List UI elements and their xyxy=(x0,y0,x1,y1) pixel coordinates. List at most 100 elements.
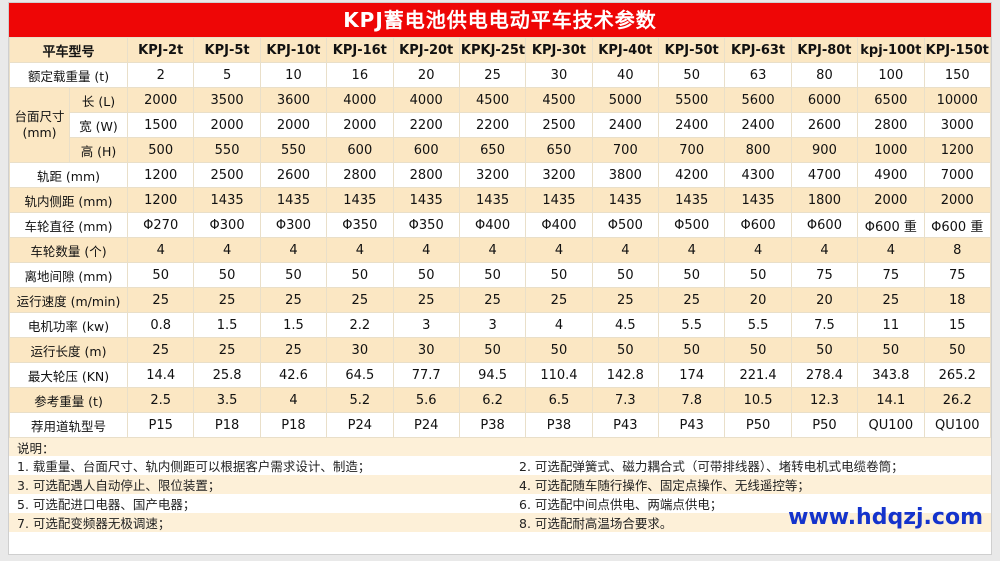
spec-cell: 3600 xyxy=(259,87,328,113)
row-label: 最大轮压 (KN) xyxy=(9,362,129,388)
notes-heading-row: 说明： xyxy=(9,438,991,456)
spec-cell: 50 xyxy=(127,262,195,288)
table-header-row: 平车型号 KPJ-2t KPJ-5t KPJ-10t KPJ-16t KPJ-20t KPK… xyxy=(9,37,991,63)
spec-cell: 50 xyxy=(525,262,593,288)
table-row: 额定载重量 (t) 2 5 10 16 20 25 30 40 50 63 80 100 150 xyxy=(9,62,991,88)
spec-cell: 550 xyxy=(193,137,261,163)
row-group-label: 台面尺寸 (mm) xyxy=(9,87,70,163)
spec-cell: 20 xyxy=(790,287,859,313)
spec-cell: 4 xyxy=(259,387,328,413)
spec-cell: P50 xyxy=(790,412,859,438)
spec-cell: 2000 xyxy=(857,187,925,213)
spec-table: 平车型号 KPJ-2t KPJ-5t KPJ-10t KPJ-16t KPJ-20t KPK… xyxy=(9,37,991,438)
spec-cell: 4000 xyxy=(392,87,460,113)
notes-row: 7. 可选配变频器无极调速； 8. 可选配耐高温场合要求。 xyxy=(9,513,991,532)
spec-cell: 12.3 xyxy=(790,387,859,413)
spec-cell: 2800 xyxy=(392,162,460,188)
spec-cell: 6500 xyxy=(857,87,925,113)
spec-cell: 1.5 xyxy=(259,312,328,338)
spec-cell: 4 xyxy=(326,237,394,263)
spec-cell: 4900 xyxy=(857,162,925,188)
spec-cell: 265.2 xyxy=(923,362,991,388)
spec-cell: 75 xyxy=(790,262,859,288)
spec-cell: 1800 xyxy=(790,187,859,213)
spec-cell: 1435 xyxy=(458,187,527,213)
spec-cell: 50 xyxy=(591,262,660,288)
spec-cell: P24 xyxy=(392,412,460,438)
table-row: 离地间隙 (mm) 50 50 50 50 50 50 50 50 50 50 75 75 75 xyxy=(9,262,991,288)
spec-cell: 25 xyxy=(857,287,925,313)
spec-cell: 80 xyxy=(790,62,859,88)
spec-cell: 1200 xyxy=(127,187,195,213)
spec-cell: 4 xyxy=(458,237,527,263)
spec-cell: 4 xyxy=(724,237,792,263)
spec-cell: 550 xyxy=(259,137,328,163)
spec-cell: 4 xyxy=(525,312,593,338)
model-header: KPJ-2t xyxy=(127,37,195,63)
table-row: 荐用道轨型号 P15 P18 P18 P24 P24 P38 P38 P43 P43 P50 P50 Q… xyxy=(9,412,991,438)
note-item-6: 6. 可选配中间点供电、两端点供电； xyxy=(519,497,723,512)
spec-cell: 11 xyxy=(857,312,925,338)
spec-cell: 2000 xyxy=(127,87,195,113)
spec-cell: 20 xyxy=(392,62,460,88)
website-link[interactable]: www.hdqzj.com xyxy=(788,505,983,530)
spec-cell: QU100 xyxy=(857,412,925,438)
row-label: 荐用道轨型号 xyxy=(9,412,129,438)
spec-cell: 5.5 xyxy=(658,312,726,338)
spec-cell: 4.5 xyxy=(591,312,660,338)
spec-cell: P38 xyxy=(525,412,593,438)
table-row: 最大轮压 (KN) 14.4 25.8 42.6 64.5 77.7 94.5 110.4 14… xyxy=(9,362,991,388)
spec-cell: 6.2 xyxy=(458,387,527,413)
spec-cell: 2000 xyxy=(259,112,328,138)
table-corner-label: 平车型号 xyxy=(9,37,129,63)
row-label: 额定载重量 (t) xyxy=(9,62,129,88)
spec-cell: 25 xyxy=(658,287,726,313)
spec-cell: 7000 xyxy=(923,162,991,188)
spec-cell: Φ600 重 xyxy=(923,212,991,238)
spec-cell: 4 xyxy=(392,237,460,263)
spec-cell: 25 xyxy=(591,287,660,313)
spec-cell: 25 xyxy=(392,287,460,313)
spec-cell: 5600 xyxy=(724,87,792,113)
row-label: 离地间隙 (mm) xyxy=(9,262,129,288)
model-header: KPJ-30t xyxy=(525,37,593,63)
spec-cell: 14.1 xyxy=(857,387,925,413)
spec-cell: 1000 xyxy=(857,137,925,163)
spec-cell: 4 xyxy=(127,237,195,263)
spec-cell: 650 xyxy=(525,137,593,163)
row-label: 轨距 (mm) xyxy=(9,162,129,188)
note-item-1: 1. 载重量、台面尺寸、轨内侧距可以根据客户需求设计、制造； xyxy=(17,459,371,474)
spec-cell: 3200 xyxy=(525,162,593,188)
spec-cell: 30 xyxy=(326,337,394,363)
spec-cell: 2000 xyxy=(193,112,261,138)
notes-row: 5. 可选配进口电器、国产电器； 6. 可选配中间点供电、两端点供电； xyxy=(9,494,991,513)
spec-cell: P43 xyxy=(591,412,660,438)
spec-cell: 25 xyxy=(525,287,593,313)
note-item-5: 5. 可选配进口电器、国产电器； xyxy=(17,497,196,512)
spec-cell: 10 xyxy=(259,62,328,88)
table-row: 参考重量 (t) 2.5 3.5 4 5.2 5.6 6.2 6.5 7.3 7.8 10.5 12.… xyxy=(9,387,991,413)
spec-cell: Φ500 xyxy=(591,212,660,238)
spec-cell: 50 xyxy=(193,262,261,288)
spec-cell: 40 xyxy=(591,62,660,88)
spec-cell: 4700 xyxy=(790,162,859,188)
note-item-7: 7. 可选配变频器无极调速； xyxy=(17,516,171,531)
spec-cell: 2000 xyxy=(923,187,991,213)
spec-cell: 5.5 xyxy=(724,312,792,338)
spec-cell: 600 xyxy=(326,137,394,163)
spec-cell: 174 xyxy=(658,362,726,388)
spec-cell: 2000 xyxy=(326,112,394,138)
spec-cell: 50 xyxy=(591,337,660,363)
note-item-3: 3. 可选配遇人自动停止、限位装置； xyxy=(17,478,221,493)
spec-cell: 50 xyxy=(458,337,527,363)
spec-cell: P38 xyxy=(458,412,527,438)
spec-cell: 2500 xyxy=(193,162,261,188)
spec-cell: Φ600 xyxy=(724,212,792,238)
spec-cell: 4 xyxy=(259,237,328,263)
spec-cell: 150 xyxy=(923,62,991,88)
spec-cell: Φ500 xyxy=(658,212,726,238)
spec-cell: 0.8 xyxy=(127,312,195,338)
spec-cell: 64.5 xyxy=(326,362,394,388)
spec-cell: 5500 xyxy=(658,87,726,113)
spec-cell: 650 xyxy=(458,137,527,163)
